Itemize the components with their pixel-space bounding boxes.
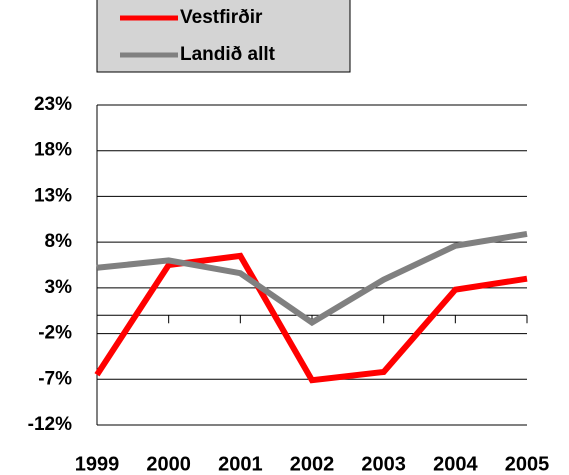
line-series — [96, 230, 528, 327]
y-tick-label: -2% — [38, 323, 72, 344]
legend-label: Vestfirðir — [180, 7, 263, 28]
y-tick-label: 18% — [34, 140, 72, 161]
x-tick-label: 2001 — [218, 453, 263, 475]
x-tick-label: 2002 — [290, 453, 335, 475]
legend-label: Landið allt — [180, 44, 276, 65]
y-tick-label: -12% — [28, 414, 72, 435]
legend-box — [96, 0, 351, 73]
line-series — [94, 252, 528, 384]
y-tick-label: 3% — [45, 277, 73, 298]
x-tick-label: 2000 — [146, 453, 191, 475]
y-tick-label: 23% — [34, 94, 72, 115]
x-tick-label: 2005 — [505, 453, 550, 475]
y-tick-label: 8% — [45, 231, 73, 252]
x-tick-label: 1999 — [75, 453, 120, 475]
y-tick-label: -7% — [38, 368, 72, 389]
x-tick-label: 2004 — [433, 453, 478, 475]
x-tick-label: 2003 — [361, 453, 406, 475]
y-tick-label: 13% — [34, 185, 72, 206]
